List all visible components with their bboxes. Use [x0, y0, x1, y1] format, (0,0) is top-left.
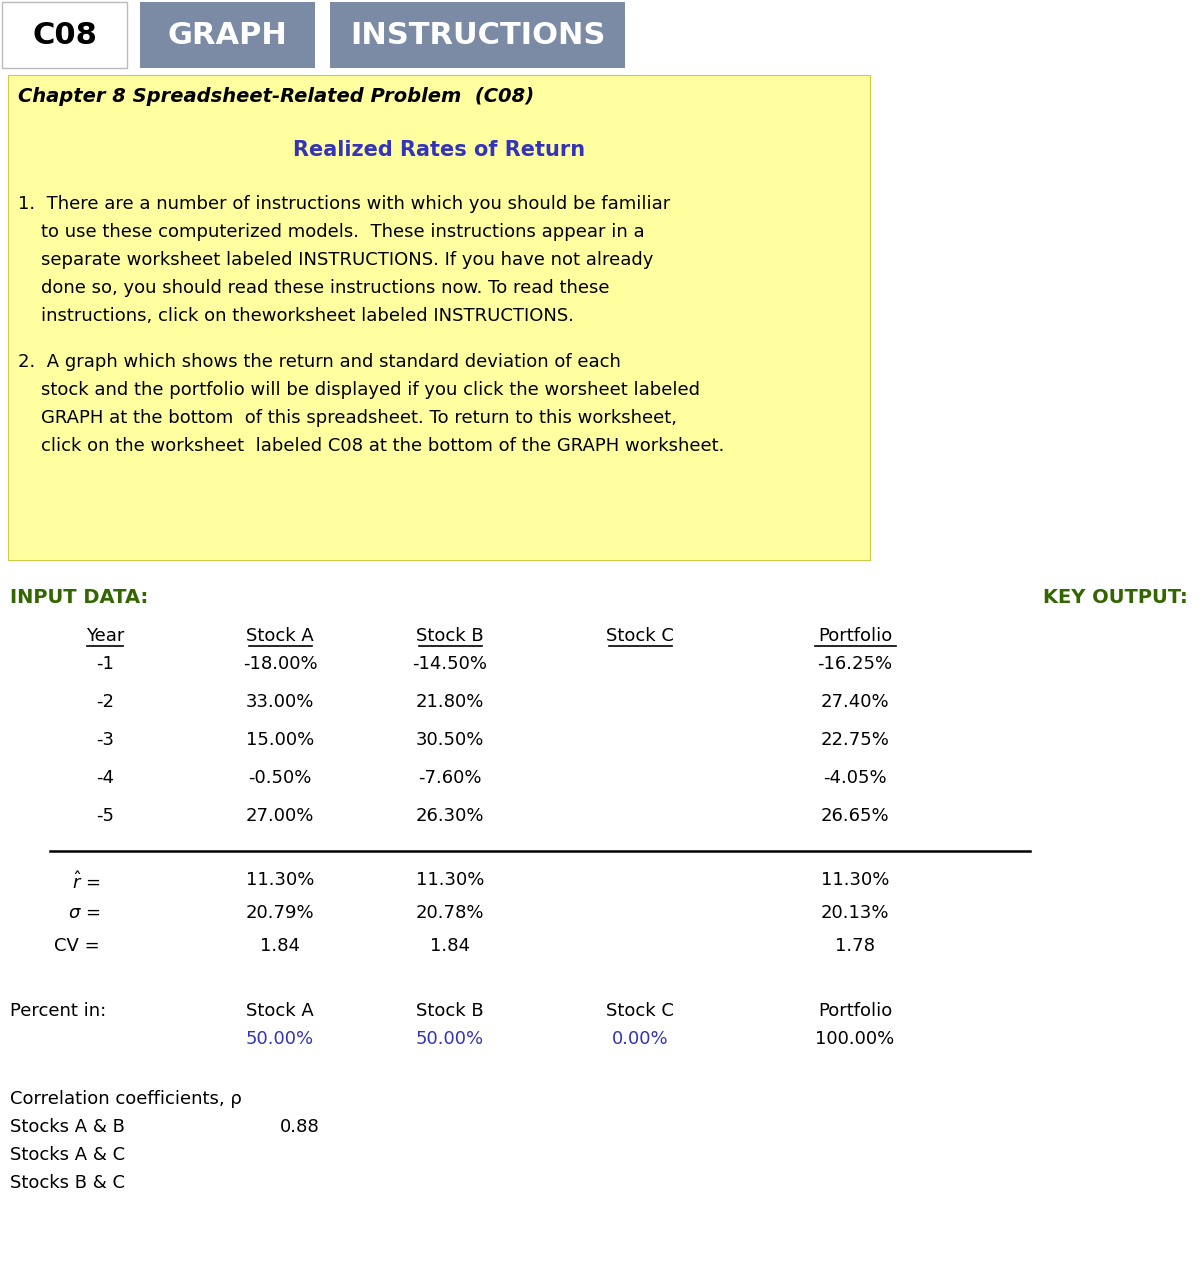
- Bar: [330, 3, 625, 68]
- Text: KEY OUTPUT:: KEY OUTPUT:: [1043, 588, 1188, 607]
- Text: -14.50%: -14.50%: [413, 655, 487, 673]
- Text: 2.  A graph which shows the return and standard deviation of each: 2. A graph which shows the return and st…: [18, 352, 620, 370]
- Text: Correlation coefficients, ρ: Correlation coefficients, ρ: [10, 1091, 242, 1109]
- Text: click on the worksheet  labeled C08 at the bottom of the GRAPH worksheet.: click on the worksheet labeled C08 at th…: [18, 437, 725, 455]
- Text: 100.00%: 100.00%: [815, 1030, 895, 1048]
- Text: separate worksheet labeled INSTRUCTIONS. If you have not already: separate worksheet labeled INSTRUCTIONS.…: [18, 251, 653, 269]
- Text: Stock A: Stock A: [246, 1002, 314, 1020]
- Text: -7.60%: -7.60%: [419, 769, 481, 787]
- Text: 27.40%: 27.40%: [821, 693, 889, 711]
- Text: Portfolio: Portfolio: [818, 1002, 892, 1020]
- Bar: [140, 3, 314, 68]
- Text: $\hat{r}$ =: $\hat{r}$ =: [72, 871, 100, 892]
- Text: 11.30%: 11.30%: [416, 871, 484, 889]
- Text: 30.50%: 30.50%: [416, 730, 484, 748]
- Text: 50.00%: 50.00%: [416, 1030, 484, 1048]
- Text: 27.00%: 27.00%: [246, 808, 314, 826]
- Text: 26.30%: 26.30%: [415, 808, 485, 826]
- Text: Year: Year: [86, 628, 124, 646]
- Text: 26.65%: 26.65%: [821, 808, 889, 826]
- Text: -16.25%: -16.25%: [817, 655, 893, 673]
- Text: 1.78: 1.78: [835, 937, 875, 955]
- Text: GRAPH at the bottom  of this spreadsheet. To return to this worksheet,: GRAPH at the bottom of this spreadsheet.…: [18, 409, 677, 427]
- Text: INPUT DATA:: INPUT DATA:: [10, 588, 149, 607]
- Text: 1.  There are a number of instructions with which you should be familiar: 1. There are a number of instructions wi…: [18, 195, 671, 213]
- Text: Percent in:: Percent in:: [10, 1002, 107, 1020]
- Text: 0.00%: 0.00%: [612, 1030, 668, 1048]
- Text: 0.88: 0.88: [280, 1118, 320, 1136]
- Text: Stocks B & C: Stocks B & C: [10, 1174, 125, 1192]
- Text: 22.75%: 22.75%: [821, 730, 889, 748]
- Text: 11.30%: 11.30%: [246, 871, 314, 889]
- Text: Stock B: Stock B: [416, 628, 484, 646]
- Text: -1: -1: [96, 655, 114, 673]
- Text: Realized Rates of Return: Realized Rates of Return: [293, 140, 586, 159]
- Bar: [2, 3, 127, 68]
- Text: 21.80%: 21.80%: [416, 693, 484, 711]
- Text: Stocks A & C: Stocks A & C: [10, 1146, 125, 1164]
- Text: INSTRUCTIONS: INSTRUCTIONS: [350, 21, 605, 49]
- Text: Stocks A & B: Stocks A & B: [10, 1118, 125, 1136]
- Text: stock and the portfolio will be displayed if you click the worsheet labeled: stock and the portfolio will be displaye…: [18, 381, 700, 399]
- Text: done so, you should read these instructions now. To read these: done so, you should read these instructi…: [18, 279, 610, 297]
- Text: -4.05%: -4.05%: [823, 769, 887, 787]
- Text: Portfolio: Portfolio: [818, 628, 892, 646]
- Text: -3: -3: [96, 730, 114, 748]
- Text: 20.78%: 20.78%: [415, 904, 485, 922]
- Text: 1.84: 1.84: [260, 937, 300, 955]
- Text: Chapter 8 Spreadsheet-Related Problem  (C08): Chapter 8 Spreadsheet-Related Problem (C…: [18, 87, 534, 105]
- Text: Stock A: Stock A: [246, 628, 314, 646]
- Text: -5: -5: [96, 808, 114, 826]
- Text: -4: -4: [96, 769, 114, 787]
- Bar: [8, 75, 870, 559]
- Text: 15.00%: 15.00%: [246, 730, 314, 748]
- Text: C08: C08: [32, 21, 97, 49]
- Text: GRAPH: GRAPH: [168, 21, 287, 49]
- Text: Stock B: Stock B: [416, 1002, 484, 1020]
- Text: Stock C: Stock C: [606, 628, 674, 646]
- Text: 11.30%: 11.30%: [821, 871, 889, 889]
- Text: -0.50%: -0.50%: [248, 769, 312, 787]
- Text: -2: -2: [96, 693, 114, 711]
- Text: to use these computerized models.  These instructions appear in a: to use these computerized models. These …: [18, 222, 644, 240]
- Text: 1.84: 1.84: [430, 937, 470, 955]
- Text: 50.00%: 50.00%: [246, 1030, 314, 1048]
- Text: $\sigma$ =: $\sigma$ =: [67, 904, 100, 922]
- Text: instructions, click on theworksheet labeled INSTRUCTIONS.: instructions, click on theworksheet labe…: [18, 307, 574, 325]
- Text: 20.13%: 20.13%: [821, 904, 889, 922]
- Text: 33.00%: 33.00%: [246, 693, 314, 711]
- Text: -18.00%: -18.00%: [242, 655, 317, 673]
- Text: Stock C: Stock C: [606, 1002, 674, 1020]
- Text: 20.79%: 20.79%: [246, 904, 314, 922]
- Text: CV =: CV =: [54, 937, 100, 955]
